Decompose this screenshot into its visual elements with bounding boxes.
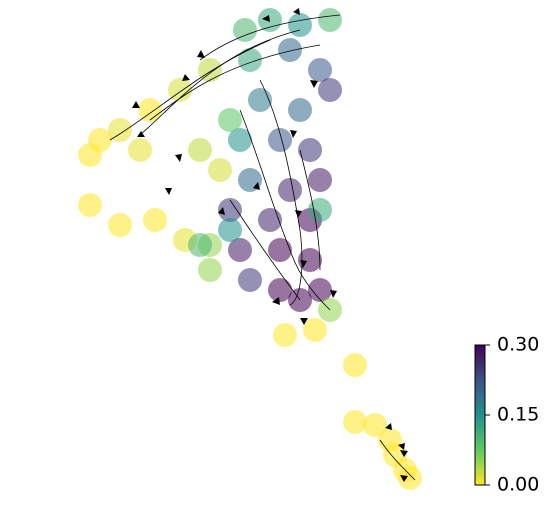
point <box>78 193 102 217</box>
point <box>363 413 387 437</box>
point <box>303 318 327 342</box>
colorbar-tick-label: 0.15 <box>497 404 539 426</box>
point <box>278 38 302 62</box>
point <box>198 258 222 282</box>
point <box>228 238 252 262</box>
point <box>238 268 262 292</box>
point <box>258 8 282 32</box>
point <box>398 466 422 490</box>
point <box>228 128 252 152</box>
point <box>273 323 297 347</box>
point <box>188 138 212 162</box>
points <box>78 8 422 490</box>
point <box>218 108 242 132</box>
point <box>343 410 367 434</box>
point <box>308 58 332 82</box>
point <box>143 208 167 232</box>
point <box>198 58 222 82</box>
point <box>258 208 282 232</box>
point <box>288 13 312 37</box>
point <box>288 98 312 122</box>
point <box>268 278 292 302</box>
point <box>268 238 292 262</box>
point <box>308 278 332 302</box>
point <box>188 233 212 257</box>
point <box>233 18 257 42</box>
point <box>218 218 242 242</box>
point <box>218 198 242 222</box>
streamlines <box>109 14 416 481</box>
point <box>308 198 332 222</box>
point <box>88 128 112 152</box>
colorbar-tick-label: 0.00 <box>497 474 539 496</box>
point <box>208 158 232 182</box>
point <box>238 48 262 72</box>
point <box>308 168 332 192</box>
colorbar <box>474 344 486 486</box>
point <box>298 138 322 162</box>
point <box>343 353 367 377</box>
point <box>318 8 342 32</box>
point <box>248 88 272 112</box>
point <box>108 213 132 237</box>
colorbar-tick-label: 0.30 <box>497 334 539 356</box>
point <box>268 128 292 152</box>
point <box>318 78 342 102</box>
arrows <box>132 8 408 482</box>
colorbar-axis: 0.00 0.15 0.30 <box>485 334 539 496</box>
point <box>278 178 302 202</box>
point <box>108 118 132 142</box>
point <box>128 138 152 162</box>
